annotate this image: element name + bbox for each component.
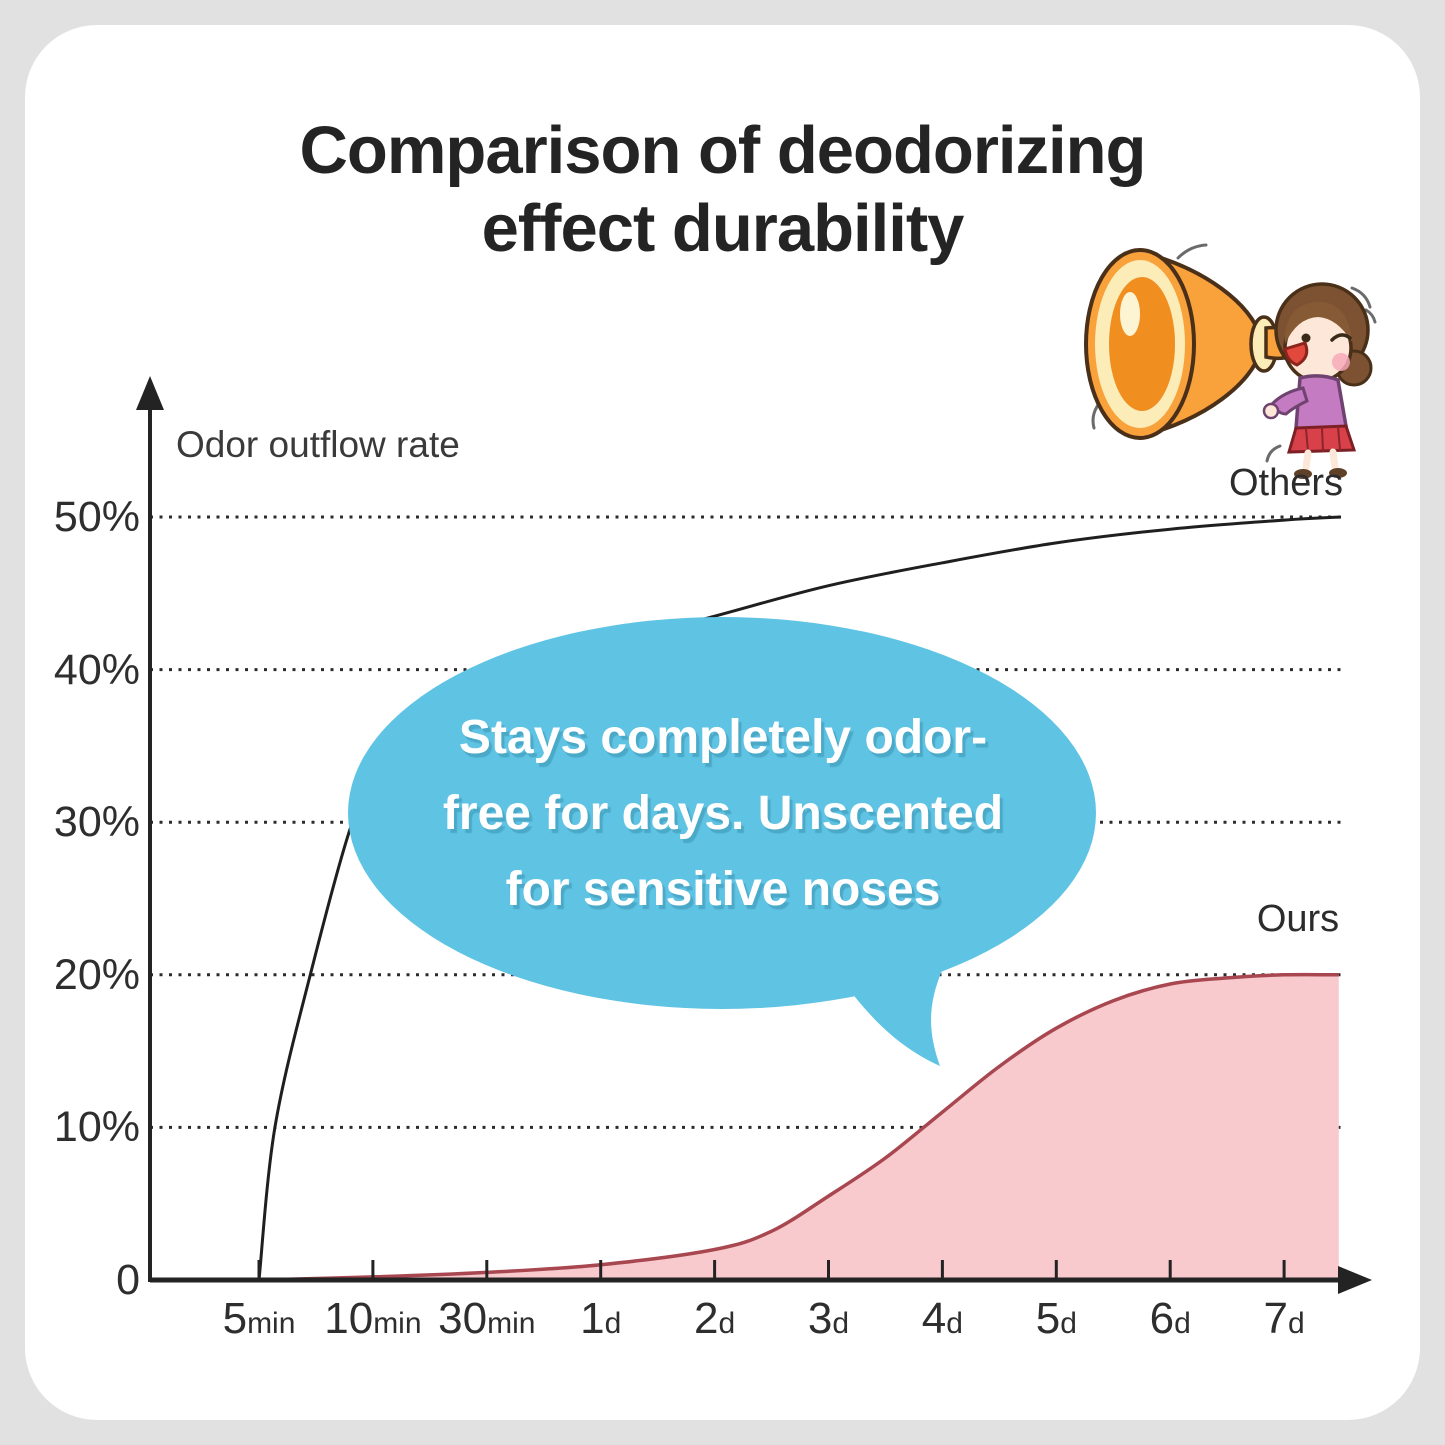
x-tick-label-5min: 5min: [222, 1294, 296, 1343]
y-tick-label-40: 40%: [53, 645, 140, 694]
motion-line-icon: [1176, 243, 1208, 260]
y-tick-label-10: 10%: [53, 1103, 140, 1152]
y-tick-label-20: 20%: [53, 950, 140, 999]
page-title-line2: effect durability: [481, 190, 965, 266]
ours-area-fill: [259, 974, 1339, 1280]
motion-line-icon: [1364, 308, 1377, 324]
x-axis-arrow: [1338, 1266, 1372, 1294]
speech-bubble-text-line3: for sensitive noses: [505, 862, 941, 916]
page-title-line1: Comparison of deodorizing: [299, 113, 1147, 188]
others-series-label: Others: [1228, 462, 1344, 504]
x-tick-label-7d: 7d: [1263, 1294, 1305, 1343]
y-axis-arrow: [136, 376, 164, 410]
x-tick-label-3d: 3d: [807, 1294, 850, 1343]
megaphone-icon: [1084, 248, 1298, 440]
motion-line-icon: [1265, 444, 1282, 463]
motion-line-icon: [1350, 286, 1372, 309]
x-tick-label-30min: 30min: [438, 1294, 536, 1343]
x-tick-label-4d: 4d: [921, 1294, 963, 1343]
ours-curve: [258, 972, 1339, 1282]
x-axis-ticks: [257, 1260, 1286, 1280]
y-axis-title: Odor outflow rate: [176, 424, 460, 465]
speech-bubble: [348, 617, 1096, 1066]
x-tick-label-6d: 6d: [1149, 1294, 1191, 1343]
y-tick-label-30: 30%: [53, 798, 140, 847]
x-tick-label-1d: 1d: [580, 1294, 622, 1343]
page-title: Comparison of deodorizing effect durabil…: [0, 112, 1445, 267]
speech-bubble-text-line1: Stays completely odor-: [458, 711, 988, 764]
speech-bubble-body: [348, 617, 1096, 1009]
ours-series-label: Ours: [1256, 898, 1340, 940]
x-tick-label-5d: 5d: [1035, 1294, 1077, 1343]
x-tick-label-2d: 2d: [694, 1294, 736, 1343]
speech-bubble-text: Stays completely odor- free for days. Un…: [392, 700, 1054, 930]
girl-figure: [1262, 282, 1373, 479]
axes: [136, 376, 1372, 1294]
megaphone-girl-illustration: [1084, 243, 1377, 479]
x-tick-label-10min: 10min: [324, 1294, 422, 1343]
y-tick-label-0: 0: [116, 1256, 140, 1304]
y-tick-label-50: 50%: [53, 493, 140, 541]
speech-bubble-text-line2: free for days. Unscented: [442, 786, 1004, 840]
